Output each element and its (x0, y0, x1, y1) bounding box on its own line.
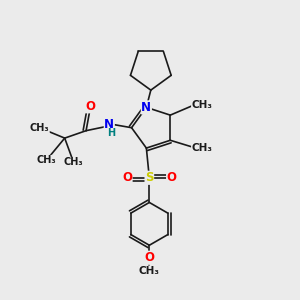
Text: S: S (145, 171, 154, 184)
Text: CH₃: CH₃ (37, 155, 56, 165)
Text: N: N (104, 118, 114, 131)
Text: N: N (141, 101, 152, 114)
Text: CH₃: CH₃ (64, 158, 83, 167)
Text: CH₃: CH₃ (139, 266, 160, 276)
Text: H: H (108, 128, 116, 138)
Text: O: O (122, 171, 132, 184)
Text: CH₃: CH₃ (192, 100, 213, 110)
Text: O: O (85, 100, 96, 113)
Text: O: O (144, 251, 154, 264)
Text: CH₃: CH₃ (30, 123, 49, 133)
Text: CH₃: CH₃ (192, 143, 213, 153)
Text: O: O (167, 171, 177, 184)
